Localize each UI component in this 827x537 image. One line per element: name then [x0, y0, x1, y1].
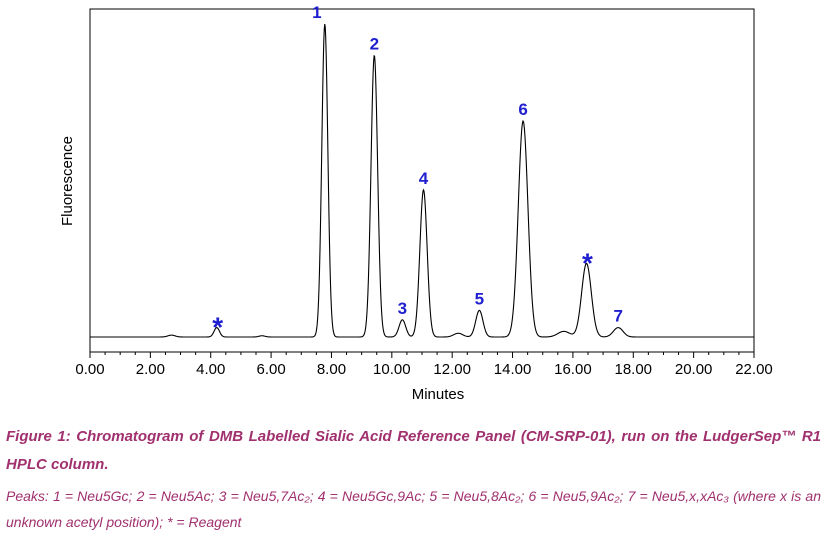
peak-label-6: 6: [518, 100, 527, 119]
figure-caption-peaks: Peaks: 1 = Neu5Gc; 2 = Neu5Ac; 3 = Neu5,…: [6, 488, 821, 530]
x-tick-label: 14.00: [494, 361, 532, 378]
x-tick-label: 18.00: [614, 361, 652, 378]
x-tick-label: 16.00: [554, 361, 592, 378]
x-tick-label: 2.00: [136, 361, 165, 378]
x-axis-title: Minutes: [412, 386, 465, 403]
x-tick-label: 4.00: [196, 361, 225, 378]
peak-label-2: 2: [370, 34, 379, 53]
x-tick-label: 10.00: [373, 361, 411, 378]
peak-label-1: 1: [312, 3, 321, 22]
chromatogram-chart: 0.00 2.00 4.00 6.00 8.00 10.00 12.00 14.00 16.00…: [59, 3, 773, 403]
peak-labels: * 1 2 3 4 5 6 * 7: [212, 3, 623, 343]
x-tick-label: 22.00: [735, 361, 773, 378]
x-tick-label: 12.00: [433, 361, 471, 378]
peak-label-3: 3: [398, 299, 407, 318]
x-tick-label: 20.00: [675, 361, 713, 378]
peak-label-4: 4: [419, 169, 429, 188]
x-tick-label: 8.00: [317, 361, 346, 378]
reagent-peak-label: *: [582, 247, 593, 278]
figure-caption-title: Figure 1: Chromatogram of DMB Labelled S…: [6, 428, 821, 473]
y-axis-title: Fluorescence: [59, 136, 76, 226]
peak-label-5: 5: [475, 289, 484, 308]
reagent-peak-label: *: [212, 312, 223, 343]
chromatogram-trace: [90, 23, 754, 338]
x-axis: 0.00 2.00 4.00 6.00 8.00 10.00 12.00 14.00 16.00…: [75, 352, 773, 378]
peak-label-7: 7: [613, 307, 622, 326]
x-tick-label: 6.00: [256, 361, 285, 378]
x-tick-label: 0.00: [75, 361, 104, 378]
